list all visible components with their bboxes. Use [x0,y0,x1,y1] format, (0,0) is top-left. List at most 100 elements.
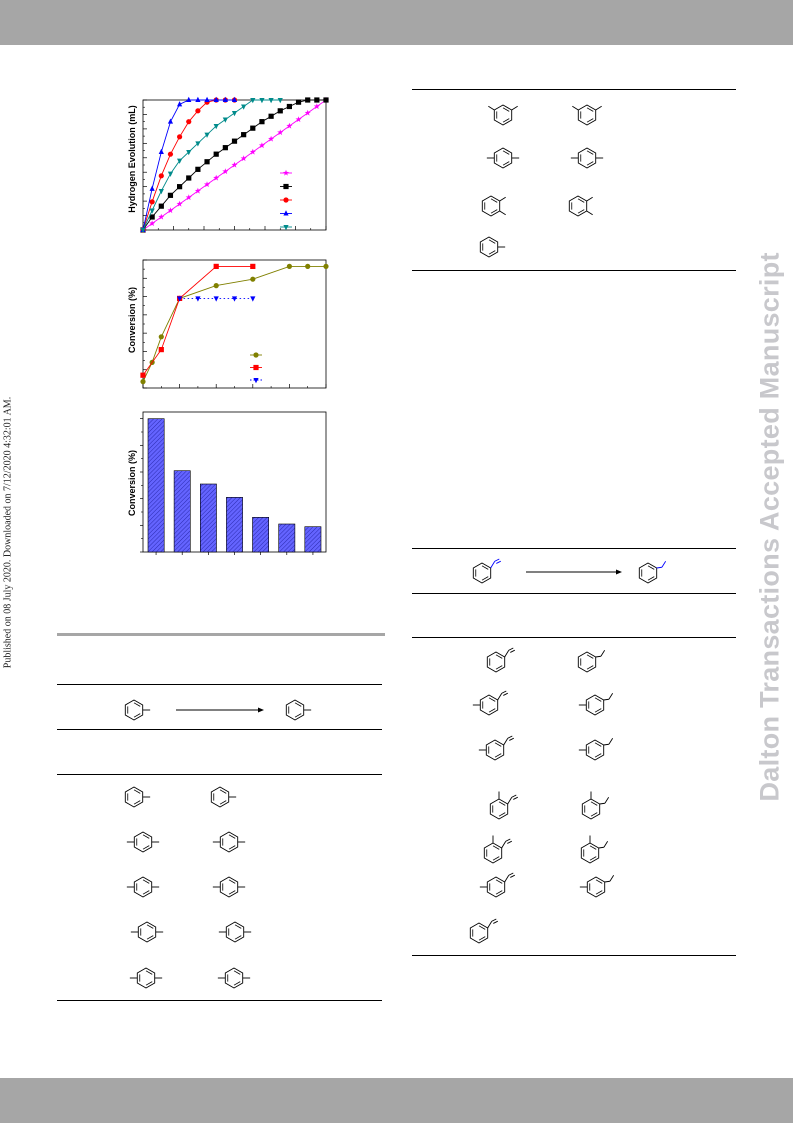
table-rule-bottom [412,955,736,956]
benzene-ring-icon [578,693,614,716]
data-point [253,364,259,371]
table-rule [412,593,736,594]
benzene-ring-icon [212,831,246,853]
data-point [277,129,284,136]
data-point [250,296,256,302]
benzene-ring-icon [126,831,160,853]
data-point [323,263,329,269]
data-point [195,296,201,302]
benzene-ring-icon [212,876,246,898]
data-point [268,98,274,104]
data-point [176,200,183,207]
benzene-ring-icon [218,921,252,943]
data-point [140,372,146,378]
data-point [304,109,311,116]
benzene-ring-icon [638,561,667,584]
data-point [140,228,146,234]
benzene-ring-icon [478,735,514,761]
data-point [149,220,156,227]
data-point [195,141,201,147]
data-point [149,199,155,205]
data-point [158,347,164,353]
benzene-ring-icon [570,147,604,169]
data-point [213,174,220,181]
benzene-ring-icon [568,195,593,217]
data-point [305,263,311,269]
data-point [283,183,289,190]
data-point [250,263,256,269]
data-point [258,142,265,149]
benzene-ring-icon [581,791,610,820]
data-point [250,98,256,104]
header-band [0,0,793,45]
y-axis-title: Conversion (%) [127,287,137,353]
data-point [286,103,292,110]
data-point [186,96,192,102]
data-point [195,108,201,114]
data-point [231,161,238,168]
benzene-ring-icon [479,872,515,898]
data-point [250,125,256,131]
data-point [213,151,219,157]
benzene-ring-icon [572,104,602,126]
data-point [268,135,275,142]
y-axis-title: Hydrogen Evolution (mL) [127,105,137,213]
benzene-ring-icon [210,786,237,808]
y-axis-title: Conversion (%) [127,450,137,516]
section-rule [57,633,385,636]
data-point [177,158,183,164]
data-point [195,166,201,172]
data-point [241,132,247,138]
table-rule-top [412,89,736,90]
data-point [314,97,320,103]
hydrogen-evolution-chart: Hydrogen Evolution (mL) [127,96,329,234]
data-point [259,98,265,104]
benzene-ring-icon [486,647,515,673]
data-point [305,97,311,103]
data-point [253,378,259,384]
data-point [213,124,219,130]
data-point [283,169,289,176]
data-point [167,171,174,177]
series-line [142,99,281,231]
benzene-ring-icon [472,558,501,584]
data-point [186,150,192,156]
data-point [158,173,164,179]
arrow-head-icon [258,707,264,713]
data-point [259,119,265,125]
data-point [149,214,155,220]
benzene-ring-icon [488,104,518,126]
table-rule [57,729,382,730]
data-point [167,192,174,198]
data-point [286,263,292,269]
benzene-ring-icon [481,195,506,217]
benzene-ring-icon [124,699,151,721]
data-point [295,116,302,123]
data-point [249,148,256,155]
data-point [222,117,228,123]
data-point [277,98,283,104]
table-rule [412,637,736,638]
data-point [231,111,238,117]
benzene-ring-icon [578,738,614,761]
data-point [231,138,238,144]
footer-band [0,1078,793,1123]
data-point [222,168,229,175]
data-point [194,187,201,194]
data-point [204,132,210,138]
benzene-ring-icon [130,921,164,943]
data-point [177,184,183,190]
data-point [177,101,183,107]
data-point [213,296,219,302]
benzene-ring-icon [124,786,151,808]
plot-area [140,259,329,389]
data-point [268,113,274,119]
data-point [204,181,211,188]
data-point [222,96,228,102]
data-point [204,159,210,165]
data-point [149,185,155,191]
benzene-ring-icon [486,147,520,169]
data-point [240,155,247,162]
data-point [213,96,219,102]
